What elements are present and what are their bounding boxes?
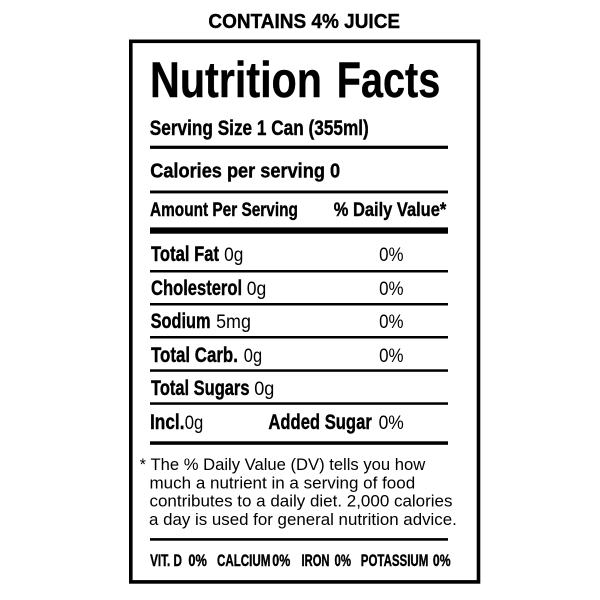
svg-text:Incl.: Incl. xyxy=(150,411,185,434)
svg-text:CONTAINS 4% JUICE: CONTAINS 4% JUICE xyxy=(208,11,400,33)
svg-text:Facts: Facts xyxy=(337,51,441,108)
svg-text:Amount Per Serving: Amount Per Serving xyxy=(150,199,298,221)
svg-text:% Daily Value*: % Daily Value* xyxy=(334,199,447,221)
svg-text:5mg: 5mg xyxy=(216,311,251,333)
svg-text:VIT. D: VIT. D xyxy=(150,552,182,570)
svg-text:IRON: IRON xyxy=(302,552,330,570)
svg-text:0%: 0% xyxy=(272,552,290,570)
svg-text:Cholesterol: Cholesterol xyxy=(151,277,242,300)
svg-text:0%: 0% xyxy=(379,244,403,266)
svg-text:Serving Size 1 Can (355ml): Serving Size 1 Can (355ml) xyxy=(150,115,369,140)
svg-text:Calories per serving 0: Calories per serving 0 xyxy=(150,159,340,182)
svg-text:contributes to a daily diet. 2: contributes to a daily diet. 2,000 calor… xyxy=(150,492,453,511)
svg-text:CALCIUM: CALCIUM xyxy=(217,552,270,570)
svg-text:0%: 0% xyxy=(379,311,403,333)
svg-text:0g: 0g xyxy=(244,345,262,367)
svg-text:0%: 0% xyxy=(188,552,207,570)
svg-text:0%: 0% xyxy=(379,345,403,367)
svg-text:0g: 0g xyxy=(254,378,274,400)
svg-text:Total Carb.: Total Carb. xyxy=(151,344,238,367)
svg-text:Added Sugar: Added Sugar xyxy=(268,411,371,434)
svg-text:Total Sugars: Total Sugars xyxy=(151,377,250,400)
svg-text:0%: 0% xyxy=(379,278,403,300)
svg-text:The % Daily Value (DV) tells y: The % Daily Value (DV) tells you how xyxy=(151,455,427,474)
svg-text:0%: 0% xyxy=(433,552,451,570)
svg-text:0g: 0g xyxy=(224,244,243,266)
svg-text:*: * xyxy=(140,455,147,474)
svg-text:Total Fat: Total Fat xyxy=(151,243,219,266)
svg-text:a day is used for general nutr: a day is used for general nutrition advi… xyxy=(149,510,457,529)
svg-text:0g: 0g xyxy=(247,278,266,300)
svg-text:0g: 0g xyxy=(185,412,204,434)
svg-text:Sodium: Sodium xyxy=(151,310,211,333)
svg-text:0%: 0% xyxy=(335,552,352,570)
svg-text:much a nutrient in a serving o: much a nutrient in a serving of food xyxy=(150,473,416,492)
svg-text:0%: 0% xyxy=(379,412,404,434)
svg-text:POTASSIUM: POTASSIUM xyxy=(361,552,429,570)
svg-text:Nutrition: Nutrition xyxy=(150,51,322,108)
